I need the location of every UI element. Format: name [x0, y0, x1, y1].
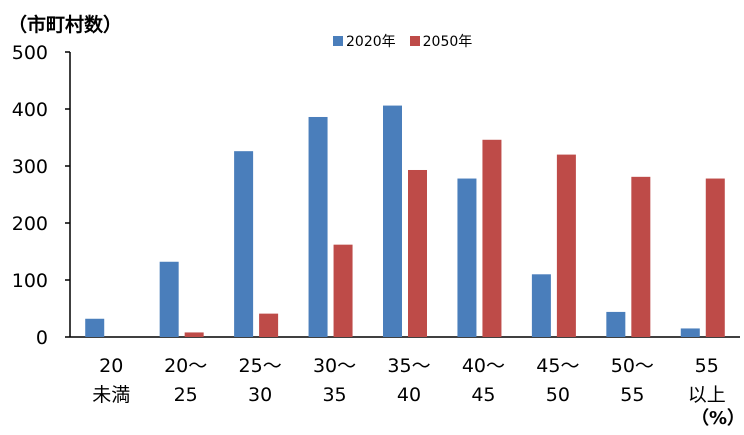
bar-2020-5 [457, 178, 477, 337]
x-tick-label: 未満 [92, 384, 130, 406]
bar-2050-5 [482, 139, 502, 337]
bar-2020-8 [680, 328, 700, 337]
bar-2020-1 [159, 261, 179, 337]
bar-2020-7 [606, 311, 626, 337]
x-tick-label: 35～ [387, 355, 430, 377]
x-tick-label: 45～ [536, 355, 579, 377]
bar-2020-2 [234, 151, 254, 337]
y-tick-label: 200 [12, 213, 48, 235]
x-tick-label: 35 [322, 384, 346, 406]
y-tick-label: 300 [12, 156, 48, 178]
bar-2050-6 [556, 154, 576, 337]
x-tick-label: 40 [397, 384, 421, 406]
legend-item-2020: 2020年 [333, 31, 396, 51]
bar-2020-6 [531, 274, 551, 337]
bar-2020-4 [383, 105, 402, 337]
bar-2020-3 [308, 116, 328, 337]
x-tick-label: 50 [546, 384, 570, 406]
x-tick-label: 30 [248, 384, 272, 406]
legend-label-2050: 2050年 [422, 34, 473, 50]
bar-2050-3 [333, 244, 353, 337]
x-tick-label: 20～ [164, 355, 207, 377]
x-axis-unit: （%） [691, 408, 744, 429]
legend-swatch-2020 [333, 36, 343, 46]
x-tick-label: 以上 [688, 384, 726, 406]
bar-2050-4 [408, 169, 427, 337]
legend-swatch-2050 [409, 36, 420, 46]
y-tick-label: 500 [12, 42, 48, 64]
x-tick-label: 45 [471, 384, 495, 406]
x-tick-label: 25～ [239, 355, 282, 377]
y-tick-label: 0 [36, 327, 48, 349]
y-tick-label: 400 [12, 99, 48, 121]
bar-2050-2 [259, 313, 279, 337]
x-tick-label: 40～ [462, 355, 505, 377]
x-tick-label: 20 [99, 355, 123, 377]
x-tick-label: 30～ [313, 355, 356, 377]
legend-label-2020: 2020年 [346, 34, 396, 50]
x-tick-label: 25 [174, 384, 198, 406]
y-axis-title: （市町村数） [8, 14, 123, 36]
bar-2050-8 [705, 178, 725, 337]
x-tick-label: 55 [695, 355, 719, 377]
x-tick-label: 50～ [611, 355, 654, 377]
bar-2050-1 [184, 332, 204, 337]
x-tick-label: 55 [620, 384, 644, 406]
bar-2050-7 [631, 176, 651, 337]
legend-item-2050: 2050年 [409, 31, 473, 51]
legend: 2020年 2050年 [333, 31, 486, 51]
y-tick-label: 100 [12, 270, 48, 292]
bar-2020-0 [85, 318, 105, 337]
